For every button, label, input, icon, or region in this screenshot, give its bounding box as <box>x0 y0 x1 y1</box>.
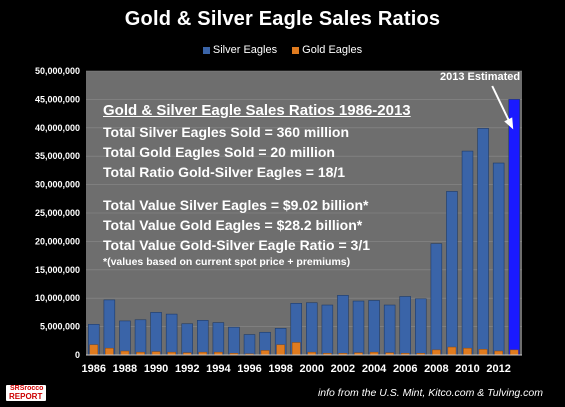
info-line-silver-value: Total Value Silver Eagles = $9.02 billio… <box>103 197 369 213</box>
bar-silver-2001 <box>321 304 334 356</box>
y-tick-label: 25,000,000 <box>35 208 80 218</box>
info-header: Gold & Silver Eagle Sales Ratios 1986-20… <box>103 102 411 119</box>
srsrocco-logo: SRSrocco REPORT <box>6 385 46 401</box>
legend: Silver Eagles Gold Eagles <box>0 44 565 56</box>
bar-silver-1988 <box>119 320 131 356</box>
bar-silver-2012 <box>492 162 505 356</box>
bar-silver-2004 <box>368 300 380 356</box>
info-box: Gold & Silver Eagle Sales Ratios 1986-20… <box>103 101 411 269</box>
bar-silver-1987 <box>103 299 116 356</box>
y-tick-label: 45,000,000 <box>35 94 80 104</box>
y-tick-label: 10,000,000 <box>35 293 80 303</box>
x-tick-label: 2000 <box>300 363 324 375</box>
bar-gold-2010 <box>463 347 472 356</box>
bar-silver-1995 <box>228 326 240 356</box>
bar-gold-2009 <box>447 346 457 356</box>
legend-item-gold: Gold Eagles <box>292 44 362 56</box>
x-tick-label: 2012 <box>486 363 510 375</box>
info-line-gold-sold: Total Gold Eagles Sold = 20 million <box>103 144 335 160</box>
y-tick-label: 15,000,000 <box>35 265 80 275</box>
x-tick-label: 1996 <box>237 363 261 375</box>
bar-silver-1996 <box>243 334 256 356</box>
logo-line1: SRSrocco <box>10 385 44 392</box>
x-tick-label: 1998 <box>268 363 292 375</box>
info-line-value-ratio: Total Value Gold-Silver Eagle Ratio = 3/… <box>103 237 370 253</box>
bar-gold-1987 <box>105 347 114 356</box>
y-tick-label: 35,000,000 <box>35 151 80 161</box>
x-tick-label: 2004 <box>362 363 387 375</box>
info-note: *(values based on current spot price + p… <box>103 256 351 268</box>
y-tick-label: 0 <box>75 350 80 360</box>
bar-gold-2011 <box>478 349 488 356</box>
x-tick-label: 1990 <box>144 363 168 375</box>
legend-item-silver: Silver Eagles <box>202 44 278 56</box>
x-tick-label: 1988 <box>113 363 137 375</box>
bar-silver-1990 <box>150 312 162 356</box>
bar-silver-2007 <box>415 298 427 356</box>
x-tick-label: 2010 <box>455 363 479 375</box>
bar-silver-1992 <box>181 323 193 356</box>
legend-label-silver: Silver Eagles <box>212 44 278 56</box>
bar-silver-2011 <box>477 128 489 356</box>
logo-line2: REPORT <box>9 392 43 401</box>
chart-title: Gold & Silver Eagle Sales Ratios <box>124 8 441 30</box>
bar-silver-2005 <box>383 304 396 356</box>
annotation-2013-estimated: 2013 Estimated <box>440 71 521 83</box>
y-tick-label: 30,000,000 <box>35 180 80 190</box>
bar-gold-1990 <box>151 351 161 356</box>
bar-silver-1994 <box>212 322 225 356</box>
bar-gold-1986 <box>89 344 99 356</box>
legend-swatch-gold <box>292 46 300 54</box>
bar-silver-1991 <box>165 313 178 356</box>
bar-silver-2008 <box>430 243 443 356</box>
bar-gold-2013 <box>509 349 519 356</box>
info-line-gold-value: Total Value Gold Eagles = $28.2 billion* <box>103 217 363 233</box>
bar-gold-1988 <box>120 350 130 356</box>
y-tick-label: 50,000,000 <box>35 66 80 76</box>
bar-silver-2003 <box>352 300 365 356</box>
source-credit: info from the U.S. Mint, Kitco.com & Tul… <box>317 387 543 399</box>
bar-gold-2008 <box>432 349 441 356</box>
bar-gold-1998 <box>276 344 285 356</box>
annotation-arrowhead <box>504 117 514 130</box>
x-tick-label: 2008 <box>424 363 448 375</box>
x-tick-label: 1986 <box>82 363 106 375</box>
bar-silver-2000 <box>306 302 318 356</box>
bar-silver-1989 <box>134 319 147 356</box>
bar-silver-2006 <box>399 296 411 356</box>
legend-label-gold: Gold Eagles <box>302 44 363 56</box>
info-line-silver-sold: Total Silver Eagles Sold = 360 million <box>103 124 349 140</box>
legend-swatch-silver <box>202 46 210 54</box>
bar-silver-2010 <box>461 150 474 356</box>
bar-silver-2009 <box>446 191 458 356</box>
annotation-arrow <box>491 85 512 124</box>
x-tick-label: 2002 <box>331 363 355 375</box>
bar-silver-2013 <box>508 99 520 356</box>
y-tick-label: 40,000,000 <box>35 123 80 133</box>
bar-gold-2012 <box>494 350 503 356</box>
y-tick-label: 20,000,000 <box>35 236 80 246</box>
x-tick-label: 1994 <box>206 363 231 375</box>
y-tick-label: 5,000,000 <box>40 322 80 332</box>
bar-silver-2002 <box>337 295 349 356</box>
bar-gold-1999 <box>291 342 301 356</box>
bar-gold-1997 <box>260 350 270 356</box>
bar-silver-1993 <box>197 320 209 356</box>
x-tick-label: 2006 <box>393 363 417 375</box>
x-tick-label: 1992 <box>175 363 199 375</box>
info-line-ratio: Total Ratio Gold-Silver Eagles = 18/1 <box>103 164 346 180</box>
